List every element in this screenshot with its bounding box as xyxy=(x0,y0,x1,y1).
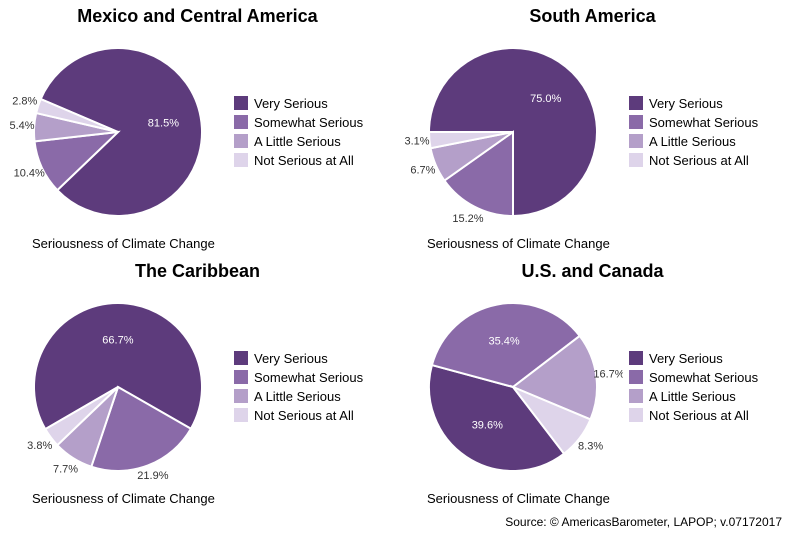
legend-swatch xyxy=(629,408,643,422)
legend-item: A Little Serious xyxy=(234,134,387,149)
legend-swatch xyxy=(629,96,643,110)
pie-wrap: 66.7% 21.9% 7.7%3.8% xyxy=(8,292,228,482)
chart-title: South America xyxy=(403,6,782,27)
slice-label: 3.1% xyxy=(404,135,429,147)
pie-wrap: 75.0% 15.2% 6.7% 3.1% xyxy=(403,37,623,227)
slice-label: 21.9% xyxy=(137,469,168,481)
pie-chart: 75.0% 15.2% 6.7% 3.1% xyxy=(403,37,623,227)
chart-caption: Seriousness of Climate Change xyxy=(403,236,782,251)
chart-grid: Mexico and Central America 81.5% 10.4% 5.4… xyxy=(0,0,790,510)
slice-label: 10.4% xyxy=(14,167,45,179)
chart-panel: U.S. and Canada 39.6% 35.4% 16.7% 8.3% Very… xyxy=(395,255,790,510)
legend-label: Somewhat Serious xyxy=(254,370,363,385)
legend-item: Somewhat Serious xyxy=(234,370,387,385)
legend-swatch xyxy=(629,115,643,129)
pie-chart: 39.6% 35.4% 16.7% 8.3% xyxy=(403,292,623,482)
legend-label: Not Serious at All xyxy=(254,408,354,423)
legend-swatch xyxy=(629,389,643,403)
slice-label: 81.5% xyxy=(148,117,179,129)
slice-label: 66.7% xyxy=(102,334,133,346)
legend-item: Not Serious at All xyxy=(629,408,782,423)
legend-label: Somewhat Serious xyxy=(649,115,758,130)
legend-item: A Little Serious xyxy=(234,389,387,404)
legend-label: Very Serious xyxy=(649,351,723,366)
legend-label: Very Serious xyxy=(254,351,328,366)
legend-swatch xyxy=(234,351,248,365)
legend-item: Somewhat Serious xyxy=(234,115,387,130)
legend-swatch xyxy=(234,153,248,167)
pie-chart: 66.7% 21.9% 7.7%3.8% xyxy=(8,292,228,482)
slice-label: 6.7% xyxy=(410,164,435,176)
chart-title: Mexico and Central America xyxy=(8,6,387,27)
legend-item: Very Serious xyxy=(629,96,782,111)
slice-label: 5.4% xyxy=(9,120,34,132)
chart-body: 75.0% 15.2% 6.7% 3.1% Very Serious Somewhat… xyxy=(403,29,782,234)
chart-body: 81.5% 10.4% 5.4% 2.8% Very Serious Somewhat… xyxy=(8,29,387,234)
chart-panel: The Caribbean 66.7% 21.9% 7.7%3.8% Very Se… xyxy=(0,255,395,510)
legend-label: A Little Serious xyxy=(649,389,736,404)
source-citation: Source: © AmericasBarometer, LAPOP; v.07… xyxy=(505,515,782,529)
legend-item: A Little Serious xyxy=(629,389,782,404)
slice-label: 15.2% xyxy=(452,212,483,224)
legend-label: Not Serious at All xyxy=(649,153,749,168)
legend-item: Very Serious xyxy=(234,96,387,111)
chart-body: 66.7% 21.9% 7.7%3.8% Very Serious Somewhat… xyxy=(8,284,387,489)
legend-swatch xyxy=(234,370,248,384)
legend-item: Not Serious at All xyxy=(234,153,387,168)
slice-label: 35.4% xyxy=(488,335,519,347)
legend: Very Serious Somewhat Serious A Little S… xyxy=(228,351,387,423)
chart-caption: Seriousness of Climate Change xyxy=(403,491,782,506)
legend-item: Somewhat Serious xyxy=(629,115,782,130)
slice-label: 2.8% xyxy=(12,95,37,107)
slice-label: 75.0% xyxy=(530,93,561,105)
pie-wrap: 39.6% 35.4% 16.7% 8.3% xyxy=(403,292,623,482)
legend-swatch xyxy=(629,153,643,167)
slice-label: 7.7% xyxy=(53,463,78,475)
pie-chart: 81.5% 10.4% 5.4% 2.8% xyxy=(8,37,228,227)
chart-panel: South America 75.0% 15.2% 6.7% 3.1% Very Se… xyxy=(395,0,790,255)
chart-title: The Caribbean xyxy=(8,261,387,282)
legend-swatch xyxy=(234,408,248,422)
legend-swatch xyxy=(234,115,248,129)
legend-swatch xyxy=(629,134,643,148)
chart-caption: Seriousness of Climate Change xyxy=(8,491,387,506)
legend-label: Very Serious xyxy=(649,96,723,111)
pie-wrap: 81.5% 10.4% 5.4% 2.8% xyxy=(8,37,228,227)
chart-body: 39.6% 35.4% 16.7% 8.3% Very Serious Somewha… xyxy=(403,284,782,489)
legend-item: Not Serious at All xyxy=(234,408,387,423)
legend-swatch xyxy=(234,134,248,148)
legend: Very Serious Somewhat Serious A Little S… xyxy=(228,96,387,168)
slice-label: 3.8% xyxy=(27,439,52,451)
legend-label: A Little Serious xyxy=(649,134,736,149)
legend-label: A Little Serious xyxy=(254,134,341,149)
legend: Very Serious Somewhat Serious A Little S… xyxy=(623,351,782,423)
slice-label: 8.3% xyxy=(578,440,603,452)
legend-label: Not Serious at All xyxy=(649,408,749,423)
legend-swatch xyxy=(629,351,643,365)
slice-label: 39.6% xyxy=(472,419,503,431)
chart-caption: Seriousness of Climate Change xyxy=(8,236,387,251)
legend-label: A Little Serious xyxy=(254,389,341,404)
legend-swatch xyxy=(234,389,248,403)
legend-label: Very Serious xyxy=(254,96,328,111)
legend-label: Somewhat Serious xyxy=(649,370,758,385)
legend-label: Somewhat Serious xyxy=(254,115,363,130)
legend-swatch xyxy=(234,96,248,110)
legend: Very Serious Somewhat Serious A Little S… xyxy=(623,96,782,168)
legend-item: Not Serious at All xyxy=(629,153,782,168)
legend-item: Very Serious xyxy=(234,351,387,366)
legend-item: Somewhat Serious xyxy=(629,370,782,385)
legend-item: A Little Serious xyxy=(629,134,782,149)
legend-label: Not Serious at All xyxy=(254,153,354,168)
chart-panel: Mexico and Central America 81.5% 10.4% 5.4… xyxy=(0,0,395,255)
chart-title: U.S. and Canada xyxy=(403,261,782,282)
slice-label: 16.7% xyxy=(593,368,623,380)
legend-swatch xyxy=(629,370,643,384)
legend-item: Very Serious xyxy=(629,351,782,366)
